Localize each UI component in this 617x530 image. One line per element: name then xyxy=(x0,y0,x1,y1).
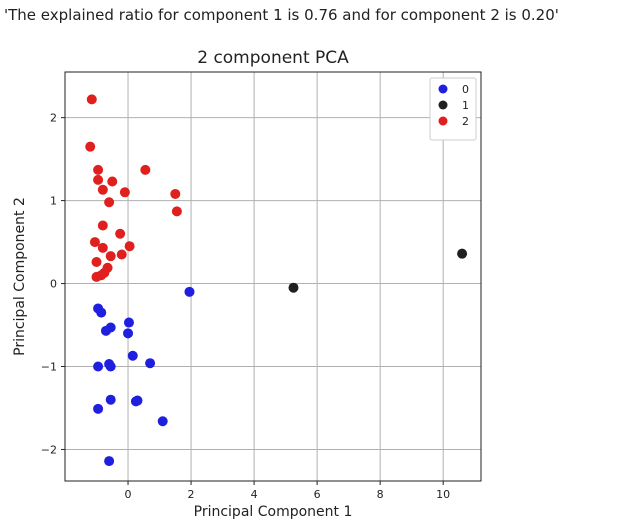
legend-marker xyxy=(438,100,448,110)
data-point-class-2 xyxy=(93,164,104,175)
y-tick-label: −1 xyxy=(41,361,57,374)
legend: 0 1 2 xyxy=(429,77,477,141)
y-tick-label: 0 xyxy=(50,278,57,291)
data-point-class-0 xyxy=(132,395,143,406)
data-point-class-2 xyxy=(171,206,182,217)
data-point-class-0 xyxy=(127,350,138,361)
data-point-class-2 xyxy=(124,241,135,252)
data-point-class-2 xyxy=(116,249,127,260)
data-point-class-2 xyxy=(107,176,118,187)
data-point-class-0 xyxy=(105,394,116,405)
x-tick-label: 8 xyxy=(377,488,384,501)
data-point-class-0 xyxy=(104,456,115,467)
x-tick-label: 0 xyxy=(125,488,132,501)
y-tick-label: 2 xyxy=(50,112,57,125)
data-point-class-0 xyxy=(184,286,195,297)
data-point-class-0 xyxy=(93,361,104,372)
plot-frame xyxy=(64,71,482,482)
data-point-class-2 xyxy=(119,187,130,198)
data-point-class-1 xyxy=(457,248,468,259)
data-point-class-1 xyxy=(288,282,299,293)
legend-marker xyxy=(438,116,448,126)
output-text: 'The explained ratio for component 1 is … xyxy=(4,6,559,24)
data-point-class-2 xyxy=(105,251,116,262)
x-tick-label: 4 xyxy=(251,488,258,501)
data-point-class-2 xyxy=(97,242,108,253)
x-tick-label: 2 xyxy=(188,488,195,501)
data-points xyxy=(85,94,468,467)
x-tick-label: 6 xyxy=(314,488,321,501)
data-point-class-2 xyxy=(170,188,181,199)
data-point-class-2 xyxy=(104,197,115,208)
data-point-class-2 xyxy=(91,271,102,282)
legend-marker xyxy=(438,84,448,94)
legend-label: 0 xyxy=(462,83,469,96)
data-point-class-0 xyxy=(100,325,111,336)
data-point-class-2 xyxy=(89,237,100,248)
data-point-class-0 xyxy=(105,361,116,372)
chart-title: 2 component PCA xyxy=(197,48,349,68)
data-point-class-2 xyxy=(93,174,104,185)
data-point-class-0 xyxy=(145,358,156,369)
data-point-class-2 xyxy=(97,220,108,231)
data-point-class-2 xyxy=(91,256,102,267)
y-tick-label: −2 xyxy=(41,443,57,456)
data-point-class-2 xyxy=(97,184,108,195)
data-point-class-0 xyxy=(93,403,104,414)
data-point-class-2 xyxy=(115,228,126,239)
y-axis-label: Principal Component 2 xyxy=(12,197,28,356)
data-point-class-0 xyxy=(123,317,134,328)
x-axis-label: Principal Component 1 xyxy=(194,504,353,520)
grid-lines xyxy=(65,72,481,481)
legend-label: 2 xyxy=(462,115,469,128)
data-point-class-2 xyxy=(85,141,96,152)
data-point-class-0 xyxy=(96,307,107,318)
legend-box xyxy=(429,77,477,141)
y-tick-label: 1 xyxy=(50,195,57,208)
y-axis-ticks: −2 −1 0 1 2 xyxy=(41,112,65,456)
data-point-class-2 xyxy=(140,164,151,175)
x-tick-label: 10 xyxy=(436,488,450,501)
data-point-class-0 xyxy=(157,416,168,427)
x-axis-ticks: 0 2 4 6 8 10 xyxy=(125,481,450,501)
data-point-class-0 xyxy=(123,328,134,339)
data-point-class-2 xyxy=(86,94,97,105)
legend-label: 1 xyxy=(462,99,469,112)
